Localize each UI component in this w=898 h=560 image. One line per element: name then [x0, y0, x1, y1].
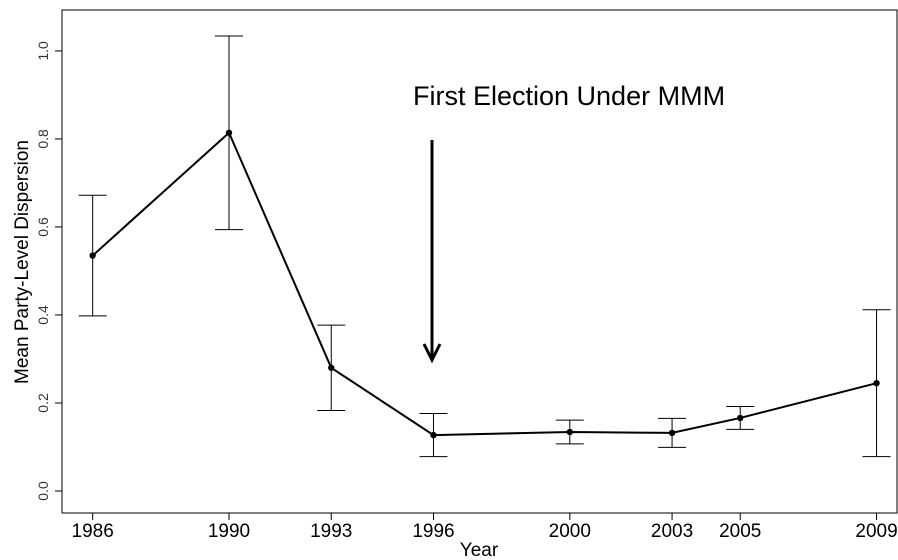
data-point [668, 429, 676, 437]
y-tick-label: 1.0 [35, 41, 51, 61]
x-tick-label: 1996 [412, 521, 454, 542]
y-tick-label: 0.2 [35, 393, 51, 413]
x-axis-label: Year [460, 540, 499, 560]
plot-frame [61, 9, 898, 514]
y-tick-label: 0.0 [35, 481, 51, 501]
x-tick-label: 1986 [72, 521, 114, 542]
data-point [873, 379, 880, 387]
x-tick-label: 2003 [651, 521, 693, 542]
data-point [430, 431, 437, 439]
y-tick-label: 0.4 [35, 305, 51, 325]
data-point [328, 364, 335, 371]
x-tick-label: 1990 [208, 521, 250, 542]
data-point [737, 414, 744, 422]
data-point [566, 428, 574, 436]
y-axis-label: Mean Party-Level Dispersion [12, 140, 33, 384]
x-tick-label: 1993 [310, 521, 352, 542]
data-point [225, 129, 233, 136]
x-tick-label: 2000 [549, 521, 591, 542]
x-tick-label: 2009 [855, 521, 897, 542]
y-tick-label: 0.6 [35, 217, 51, 237]
data-line [92, 131, 877, 437]
annotation: First Election Under MMM [413, 81, 725, 111]
y-tick-label: 0.8 [35, 129, 51, 149]
x-tick-label: 2005 [719, 521, 761, 542]
arrow [422, 140, 442, 364]
data-point [89, 252, 96, 259]
